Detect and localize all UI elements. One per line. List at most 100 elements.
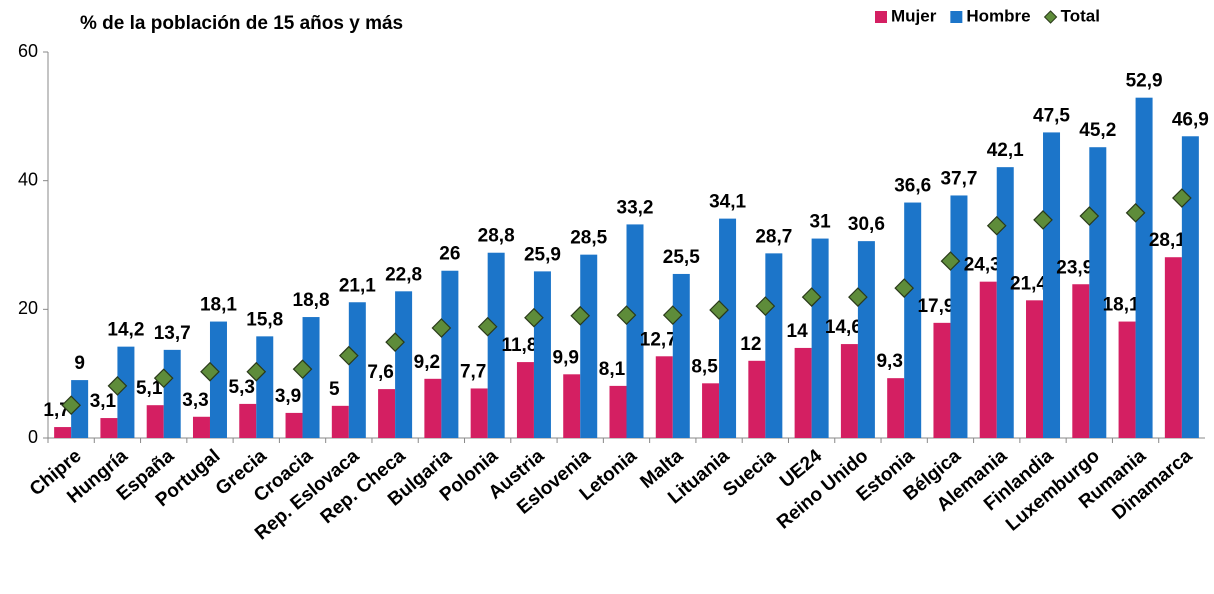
- total-marker: [1033, 210, 1053, 230]
- bar: [533, 271, 551, 438]
- y-tick-label: 60: [18, 41, 38, 61]
- total-marker: [662, 305, 683, 325]
- bar: [1072, 284, 1090, 438]
- bar: [811, 238, 829, 438]
- bar: [1026, 300, 1044, 438]
- data-label: 5,3: [229, 377, 255, 398]
- bar: [1164, 257, 1182, 438]
- data-label: 30,6: [848, 214, 885, 235]
- data-label: 3,1: [90, 391, 117, 412]
- bar: [1118, 321, 1136, 438]
- data-label: 33,2: [617, 197, 654, 218]
- data-label: 18,8: [293, 290, 330, 311]
- legend-label: Total: [1061, 6, 1100, 25]
- data-label: 11,8: [501, 335, 537, 356]
- data-label: 47,5: [1033, 105, 1070, 126]
- bar: [672, 273, 690, 438]
- data-label: 45,2: [1079, 120, 1116, 141]
- bar: [1089, 147, 1107, 439]
- data-label: 5,1: [136, 378, 163, 399]
- bar: [117, 346, 135, 438]
- total-marker: [107, 376, 128, 396]
- data-label: 7,6: [367, 362, 393, 383]
- total-marker: [570, 305, 591, 326]
- data-label: 18,1: [200, 295, 237, 316]
- data-label: 5: [329, 379, 340, 400]
- data-label: 46,9: [1172, 109, 1209, 130]
- bar: [516, 362, 534, 438]
- data-label: 28,1: [1149, 230, 1186, 251]
- bar: [887, 378, 905, 438]
- legend-label: Mujer: [891, 6, 937, 25]
- total-marker: [1079, 206, 1100, 226]
- total-marker: [1125, 202, 1146, 223]
- data-label: 28,8: [478, 226, 515, 247]
- data-label: 26: [439, 244, 460, 265]
- data-label: 24,3: [964, 255, 1001, 276]
- data-label: 42,1: [987, 140, 1024, 161]
- bar: [470, 388, 488, 438]
- total-marker: [709, 300, 729, 320]
- bar: [996, 167, 1014, 438]
- y-tick-label: 20: [18, 298, 38, 318]
- legend-marker: [875, 11, 887, 23]
- total-marker: [616, 305, 637, 325]
- data-label: 8,5: [691, 356, 718, 377]
- data-label: 22,8: [385, 264, 422, 285]
- legend-marker: [950, 11, 963, 23]
- bar: [655, 356, 673, 438]
- legend-marker: [1043, 10, 1058, 24]
- bar: [331, 405, 349, 438]
- total-marker: [1172, 188, 1192, 208]
- bar: [609, 385, 627, 438]
- data-label: 28,5: [570, 228, 607, 249]
- chart-title: % de la población de 15 años y más: [80, 13, 403, 34]
- bar: [146, 405, 164, 438]
- data-label: 9,2: [414, 352, 440, 373]
- total-marker: [200, 361, 220, 382]
- bar: [256, 336, 274, 438]
- bar: [395, 291, 413, 438]
- total-marker: [61, 395, 81, 416]
- bar: [487, 252, 505, 438]
- total-marker: [524, 307, 544, 328]
- data-label: 21,4: [1010, 273, 1047, 294]
- data-label: 12: [740, 334, 761, 355]
- total-marker: [338, 345, 359, 366]
- data-label: 28,7: [755, 226, 792, 247]
- data-label: 13,7: [154, 323, 191, 344]
- data-label: 9,3: [876, 351, 902, 372]
- bar: [209, 321, 227, 438]
- bar: [192, 416, 210, 438]
- bar: [950, 195, 968, 438]
- bar: [857, 241, 875, 438]
- data-label: 34,1: [709, 192, 746, 213]
- data-label: 14: [787, 321, 809, 342]
- bar: [626, 224, 644, 438]
- data-label: 21,1: [339, 275, 376, 296]
- bar: [580, 254, 598, 438]
- bar: [302, 317, 320, 438]
- total-marker: [385, 332, 405, 352]
- data-label: 23,9: [1056, 257, 1093, 278]
- bar: [1181, 136, 1199, 438]
- bar: [904, 202, 922, 438]
- bar: [794, 347, 812, 438]
- total-marker: [292, 359, 313, 380]
- total-marker: [801, 287, 822, 307]
- data-label: 17,9: [917, 296, 954, 317]
- data-label: 12,7: [640, 329, 677, 350]
- data-label: 14,2: [107, 320, 144, 341]
- data-label: 3,3: [182, 390, 208, 411]
- bar: [348, 302, 366, 438]
- bar: [933, 322, 951, 438]
- bar: [54, 427, 72, 438]
- bar: [163, 349, 181, 438]
- total-marker: [431, 318, 452, 338]
- bar: [563, 374, 581, 438]
- data-label: 9: [74, 353, 85, 374]
- bar: [765, 253, 783, 438]
- bar: [719, 218, 737, 438]
- data-label: 18,1: [1103, 295, 1140, 316]
